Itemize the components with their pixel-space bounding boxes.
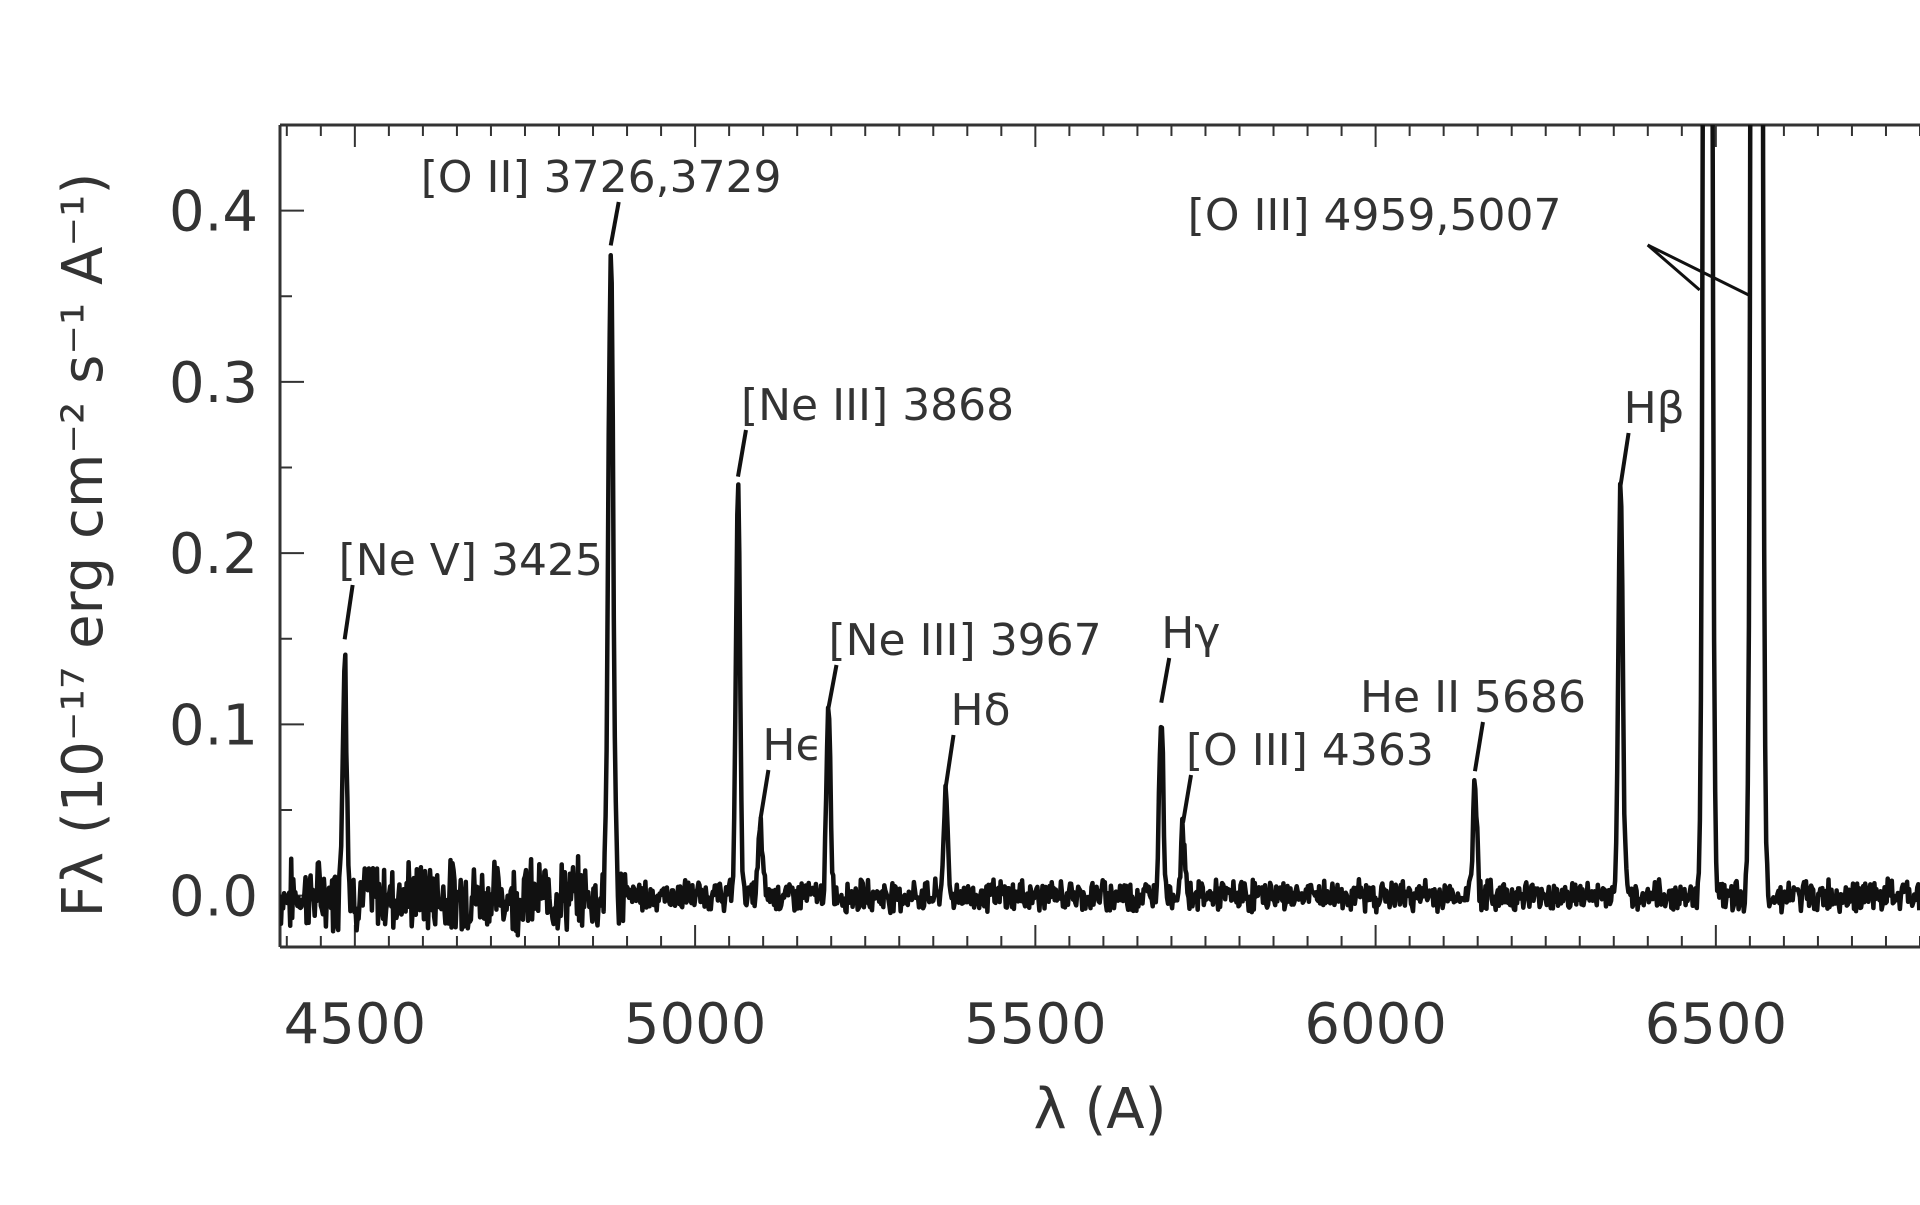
y-tick-label: 0.1 xyxy=(169,693,258,758)
label-leader xyxy=(826,664,839,709)
label-leader xyxy=(758,769,771,820)
y-tick-label: 0.2 xyxy=(169,522,258,587)
y-tick-label: 0.4 xyxy=(169,180,258,245)
label-leader xyxy=(1646,243,1701,292)
label-leader xyxy=(1159,657,1172,704)
x-tick-label: 4500 xyxy=(284,992,427,1057)
emission-line-label: [Ne III] 3967 xyxy=(828,615,1101,666)
label-leader xyxy=(1472,721,1485,772)
emission-line-label: [Ne III] 3868 xyxy=(741,380,1014,431)
spectrum-series-line xyxy=(280,125,1920,938)
label-leader xyxy=(1647,243,1750,297)
y-tick-label: 0.0 xyxy=(169,865,258,930)
emission-line-label: Hγ xyxy=(1161,608,1220,659)
x-tick-label: 6500 xyxy=(1645,992,1788,1057)
emission-line-label: Hδ xyxy=(951,685,1011,736)
y-tick-label: 0.3 xyxy=(169,351,258,416)
emission-line-label: [O II] 3726,3729 xyxy=(421,152,782,203)
line-labels: [Ne V] 3425 [O II] 3726,3729 [Ne III] 3868… xyxy=(339,152,1750,823)
y-axis-title: Fλ (10⁻¹⁷ erg cm⁻² s⁻¹ A⁻¹) xyxy=(51,173,116,918)
x-tick-label: 6000 xyxy=(1304,992,1447,1057)
emission-line-label: Hβ xyxy=(1624,383,1685,434)
label-leader xyxy=(1181,774,1193,823)
emission-line-label: [O III] 4363 xyxy=(1186,725,1434,776)
x-tick-label: 5000 xyxy=(624,992,767,1057)
x-tick-label: 5500 xyxy=(964,992,1107,1057)
emission-line-label: Hϵ xyxy=(762,720,822,771)
label-leader xyxy=(608,201,621,246)
emission-line-label: He II 5686 xyxy=(1360,672,1586,723)
emission-line-label: [O III] 4959,5007 xyxy=(1188,190,1562,241)
label-leader xyxy=(342,584,355,640)
label-leader xyxy=(943,734,956,789)
x-axis-title: λ (A) xyxy=(1034,1077,1167,1142)
label-leader xyxy=(1618,432,1631,486)
label-leader xyxy=(736,429,748,477)
axis-ticks: 4500 5000 5500 6000 6500 0.0 0.1 0.2 0.3 0.4 xyxy=(169,124,1920,1057)
emission-line-label: [Ne V] 3425 xyxy=(339,535,603,586)
